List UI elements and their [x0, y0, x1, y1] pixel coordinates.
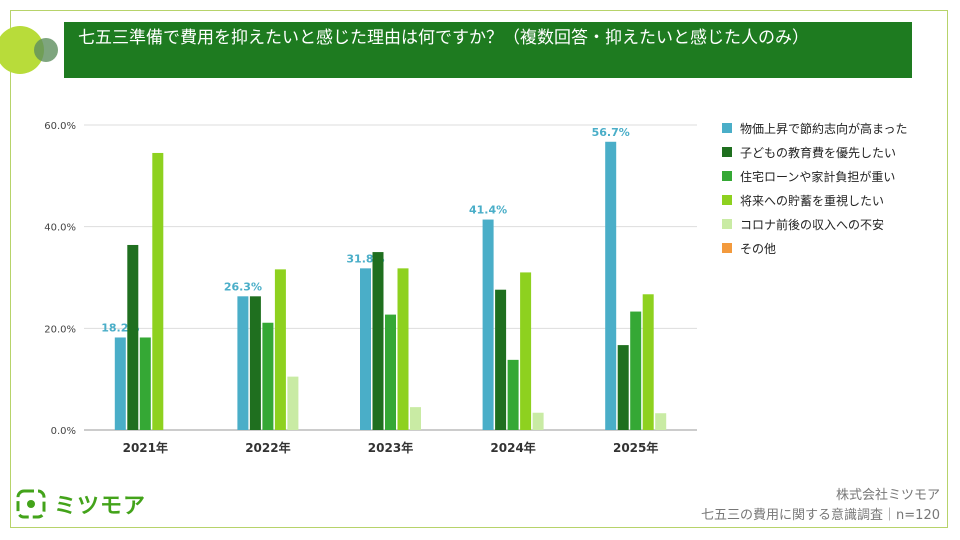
- y-tick-label: 60.0%: [44, 121, 76, 132]
- legend-swatch: [722, 123, 732, 133]
- y-tick-label: 40.0%: [44, 223, 76, 234]
- bar: [249, 296, 261, 430]
- legend-swatch: [722, 219, 732, 229]
- footer-company: 株式会社ミツモア: [835, 488, 940, 503]
- bar-chart: 0.0%20.0%40.0%60.0%18.2%2021年26.3%2022年3…: [44, 121, 697, 455]
- bar: [655, 413, 667, 430]
- data-label: 41.4%: [469, 204, 507, 217]
- legend-item: その他: [722, 236, 908, 260]
- bar: [152, 152, 164, 431]
- x-tick-label: 2023年: [368, 440, 413, 455]
- bar: [139, 337, 151, 430]
- decor-circle-small: [34, 38, 58, 62]
- legend-swatch: [722, 195, 732, 205]
- x-tick-label: 2025年: [613, 440, 658, 455]
- bar: [630, 311, 642, 430]
- bar: [482, 219, 494, 430]
- bar: [410, 407, 421, 430]
- x-tick-label: 2022年: [245, 440, 290, 455]
- legend-item: 将来への貯蓄を重視したい: [722, 188, 908, 212]
- bar: [507, 359, 519, 430]
- legend-label: 住宅ローンや家計負担が重い: [740, 169, 896, 184]
- title-banner: 七五三準備で費用を抑えたいと感じた理由は何ですか？（複数回答・抑えたいと感じた人…: [64, 22, 912, 78]
- bar: [520, 272, 532, 430]
- legend-swatch: [722, 147, 732, 157]
- y-tick-label: 0.0%: [51, 426, 76, 437]
- bar: [495, 289, 507, 430]
- bar: [532, 412, 544, 430]
- legend-item: 子どもの教育費を優先したい: [722, 140, 908, 164]
- legend-swatch: [722, 243, 732, 253]
- legend-label: コロナ前後の収入への不安: [740, 217, 885, 232]
- bar: [127, 244, 139, 430]
- footer-survey: 七五三の費用に関する意識調査｜n=120: [701, 508, 940, 523]
- data-label: 56.7%: [592, 126, 630, 139]
- page-title: 七五三準備で費用を抑えたいと感じた理由は何ですか？（複数回答・抑えたいと感じた人…: [78, 28, 809, 48]
- legend-label: その他: [740, 241, 777, 256]
- header-decoration: [0, 26, 58, 74]
- bar: [237, 296, 249, 430]
- legend-item: 住宅ローンや家計負担が重い: [722, 164, 908, 188]
- legend-item: 物価上昇で節約志向が高まった: [722, 116, 908, 140]
- chart-legend: 物価上昇で節約志向が高まった 子どもの教育費を優先したい 住宅ローンや家計負担が重い…: [722, 116, 908, 260]
- bar: [114, 337, 126, 430]
- y-tick-label: 20.0%: [44, 324, 76, 335]
- legend-label: 将来への貯蓄を重視したい: [740, 193, 885, 208]
- legend-swatch: [722, 171, 732, 181]
- bar: [372, 252, 384, 430]
- decor-circle-large: [0, 26, 44, 74]
- x-tick-label: 2021年: [123, 440, 168, 455]
- legend-label: 物価上昇で節約志向が高まった: [740, 121, 908, 136]
- bar: [617, 345, 629, 430]
- bar: [262, 322, 274, 430]
- bar: [385, 314, 396, 430]
- slide-frame: [10, 10, 948, 528]
- brand-logo: ミツモア: [16, 488, 146, 520]
- legend-item: コロナ前後の収入への不安: [722, 212, 908, 236]
- bar: [397, 268, 409, 430]
- logo-icon: [16, 489, 46, 519]
- logo-text: ミツモア: [54, 494, 147, 519]
- bar: [605, 141, 617, 430]
- bar: [642, 294, 654, 430]
- bar: [360, 268, 371, 430]
- bar: [287, 376, 299, 430]
- bar: [274, 269, 286, 430]
- footer: 株式会社ミツモア 七五三の費用に関する意識調査｜n=120: [701, 486, 940, 526]
- x-tick-label: 2024年: [490, 440, 535, 455]
- legend-label: 子どもの教育費を優先したい: [740, 145, 897, 160]
- data-label: 26.3%: [224, 280, 262, 293]
